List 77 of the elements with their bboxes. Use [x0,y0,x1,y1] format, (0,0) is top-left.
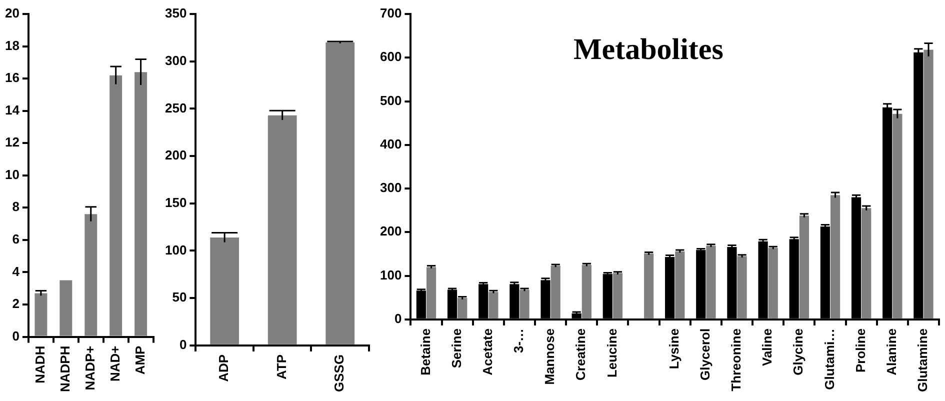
x-tick-label: Serine [448,328,464,368]
y-tick-label: 350 [164,6,187,21]
bar [706,246,716,318]
y-tick-label: 150 [164,194,187,210]
y-tick-label: 4 [12,264,20,279]
x-tick-label: Glutami… [822,328,837,390]
x-tick-label: ADP [216,354,232,382]
bar [110,75,122,336]
bar [458,298,468,318]
bar [892,114,902,318]
bar [644,254,654,318]
y-tick-label: 8 [12,199,20,214]
bar [134,72,148,336]
bar [426,267,436,318]
y-tick-label: 600 [380,49,402,64]
y-tick-label: 200 [380,224,402,239]
bar [612,273,623,318]
bar [830,195,840,318]
x-tick-label: Glycerol [698,328,712,380]
x-tick-label: NADH [32,346,48,384]
x-tick-label: NADP+ [82,345,98,390]
x-tick-label: AMP [132,345,148,375]
y-tick-label: 500 [380,92,402,108]
bar [582,264,592,318]
y-tick-label: 10 [4,166,20,182]
y-tick-label: 700 [380,6,402,21]
x-tick-label: Acetate [480,328,495,376]
bar [924,50,934,318]
bar [737,256,747,318]
x-tick-label: Alanine [884,328,899,376]
x-tick-label: Leucine [604,328,620,378]
y-tick-label: 100 [164,242,187,258]
x-tick-label: GSSG [332,354,347,392]
bar [675,251,685,318]
text: Metabolites [573,32,724,66]
x-tick-label: 3-… [511,328,526,353]
x-tick-label: ATP [274,354,289,380]
y-tick-label: 16 [4,70,20,86]
y-tick-label: 14 [4,102,20,118]
bar [488,292,498,318]
bar [84,214,98,336]
bar [34,293,48,336]
y-tick-label: 0 [12,328,20,344]
bar [268,115,297,344]
y-tick-label: 6 [12,232,20,247]
x-tick-label: Lysine [666,328,682,370]
y-tick-label: 0 [394,311,402,326]
x-tick-label: Valine [760,328,775,366]
x-tick-label: Mannose [542,328,558,385]
y-tick-label: 400 [380,136,402,152]
x-tick-label: NAD+ [107,345,122,382]
x-tick-label: NADPH [57,346,72,392]
x-tick-label: Creatine [573,328,588,380]
bar [520,290,530,318]
bar [210,237,240,344]
bar [550,266,560,318]
bar [799,216,809,318]
x-tick-label: Betaine [418,328,433,376]
y-tick-label: 200 [164,148,187,163]
y-tick-label: 20 [4,6,20,21]
y-tick-label: 12 [4,134,20,150]
bar [768,248,778,318]
y-tick-label: 300 [164,52,187,68]
y-tick-label: 0 [179,337,187,352]
y-tick-label: 300 [380,180,402,196]
y-tick-label: 250 [164,100,187,116]
bar [60,280,72,336]
y-tick-label: 2 [12,296,20,312]
x-tick-label: Threonine [728,328,744,392]
x-tick-label: Proline [852,328,868,373]
bar [326,42,355,344]
y-tick-label: 18 [4,38,20,53]
bar [862,208,872,318]
x-tick-label: Glycine [790,328,806,376]
y-tick-label: 100 [380,267,402,282]
x-tick-label: Glutamine [915,328,930,392]
y-tick-label: 50 [172,290,187,305]
